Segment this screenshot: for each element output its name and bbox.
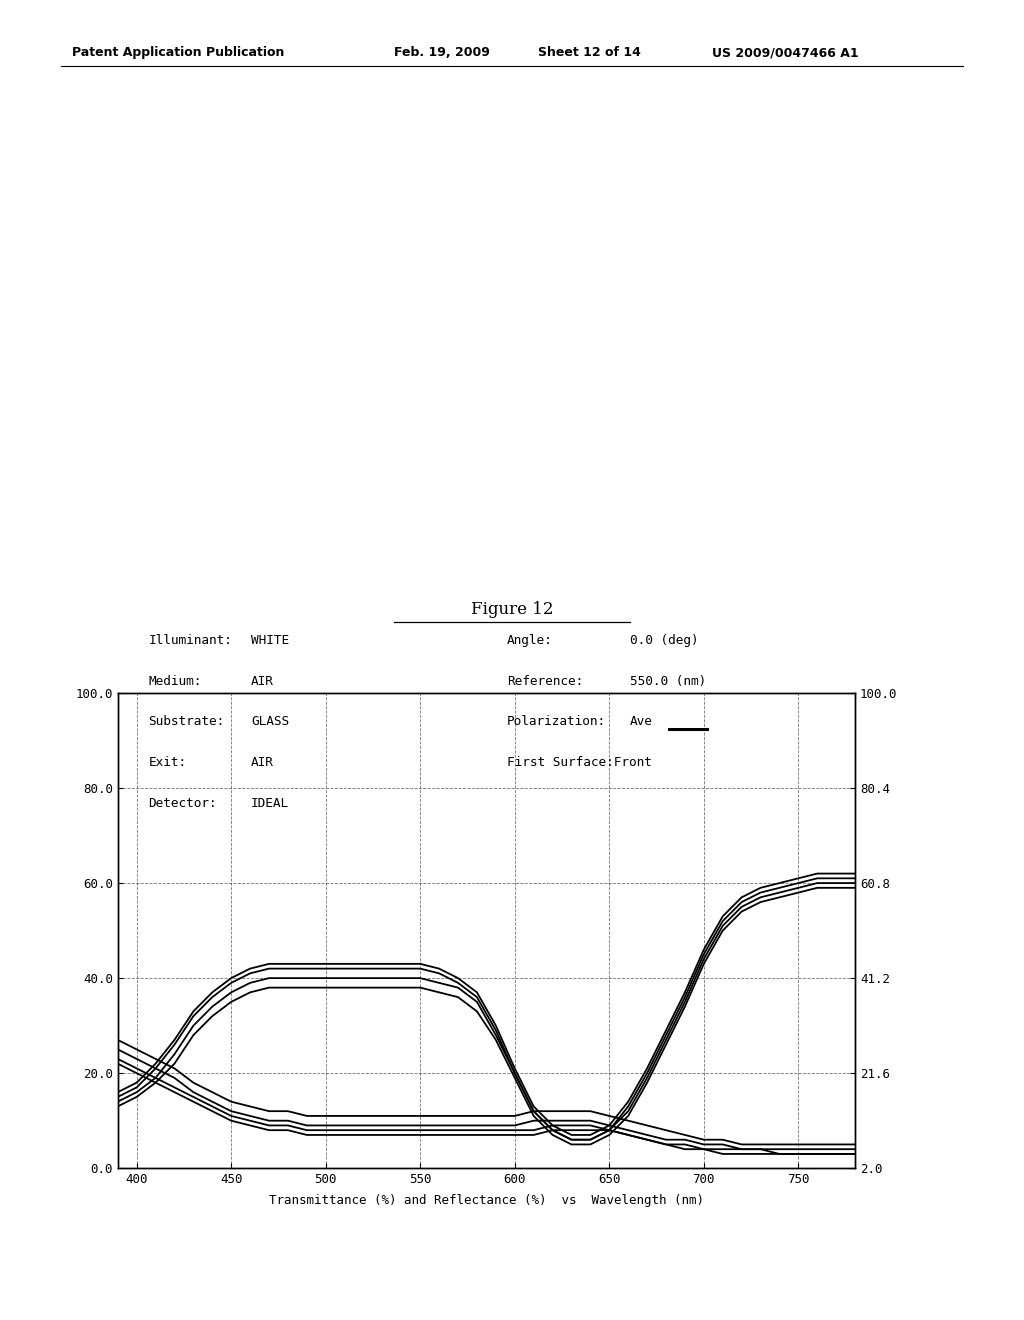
Text: Sheet 12 of 14: Sheet 12 of 14	[538, 46, 640, 59]
Text: AIR: AIR	[251, 756, 273, 770]
Text: IDEAL: IDEAL	[251, 797, 289, 810]
Text: US 2009/0047466 A1: US 2009/0047466 A1	[712, 46, 858, 59]
Text: Substrate:: Substrate:	[148, 715, 224, 729]
Text: First Surface:Front: First Surface:Front	[507, 756, 651, 770]
Text: Medium:: Medium:	[148, 675, 202, 688]
Text: AIR: AIR	[251, 675, 273, 688]
Text: Angle:: Angle:	[507, 634, 553, 647]
Text: WHITE: WHITE	[251, 634, 289, 647]
Text: Ave: Ave	[630, 715, 652, 729]
Text: Reference:: Reference:	[507, 675, 583, 688]
Text: Illuminant:: Illuminant:	[148, 634, 232, 647]
Text: GLASS: GLASS	[251, 715, 289, 729]
Text: 550.0 (nm): 550.0 (nm)	[630, 675, 706, 688]
Text: 0.0 (deg): 0.0 (deg)	[630, 634, 698, 647]
Text: Feb. 19, 2009: Feb. 19, 2009	[394, 46, 490, 59]
Text: Polarization:: Polarization:	[507, 715, 606, 729]
Text: Patent Application Publication: Patent Application Publication	[72, 46, 284, 59]
Text: Figure 12: Figure 12	[471, 601, 553, 618]
X-axis label: Transmittance (%) and Reflectance (%)  vs  Wavelength (nm): Transmittance (%) and Reflectance (%) vs…	[269, 1195, 703, 1208]
Text: Exit:: Exit:	[148, 756, 186, 770]
Text: Detector:: Detector:	[148, 797, 217, 810]
